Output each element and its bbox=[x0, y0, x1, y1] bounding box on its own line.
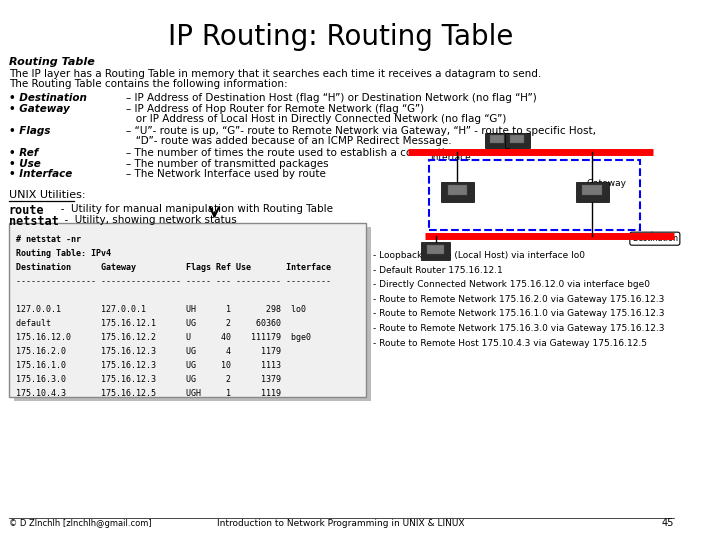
Text: ---------------- ---------------- ----- --- --------- ---------: ---------------- ---------------- ----- … bbox=[16, 277, 330, 286]
FancyBboxPatch shape bbox=[14, 227, 371, 401]
Text: The IP layer has a Routing Table in memory that it searches each time it receive: The IP layer has a Routing Table in memo… bbox=[9, 69, 541, 79]
FancyBboxPatch shape bbox=[505, 133, 530, 148]
Text: 175.16.12.0      175.16.12.2      U      40    111179  bge0: 175.16.12.0 175.16.12.2 U 40 111179 bge0 bbox=[16, 333, 310, 342]
Text: Routing Table: Routing Table bbox=[9, 57, 94, 67]
Text: The Routing Table contains the following information:: The Routing Table contains the following… bbox=[9, 79, 287, 90]
FancyBboxPatch shape bbox=[441, 181, 474, 201]
Text: - Default Router 175.16.12.1: - Default Router 175.16.12.1 bbox=[373, 266, 503, 275]
Text: - Loopback Route (Local Host) via interface lo0: - Loopback Route (Local Host) via interf… bbox=[373, 251, 585, 260]
Text: Introduction to Network Programming in UNIX & LINUX: Introduction to Network Programming in U… bbox=[217, 519, 464, 528]
Text: 175.16.2.0       175.16.12.3      UG      4      1179: 175.16.2.0 175.16.12.3 UG 4 1179 bbox=[16, 347, 281, 356]
Text: 127.0.0.1        127.0.0.1        UH      1       298  lo0: 127.0.0.1 127.0.0.1 UH 1 298 lo0 bbox=[16, 305, 306, 314]
Text: route: route bbox=[9, 204, 45, 217]
Text: – IP Address of Destination Host (flag “H”) or Destination Network (no flag “H”): – IP Address of Destination Host (flag “… bbox=[126, 93, 536, 103]
FancyBboxPatch shape bbox=[582, 185, 602, 194]
Text: 175.10.4.3       175.16.12.5      UGH     1      1119: 175.10.4.3 175.16.12.5 UGH 1 1119 bbox=[16, 389, 281, 399]
Text: – IP Address of Hop Router for Remote Network (flag “G”): – IP Address of Hop Router for Remote Ne… bbox=[126, 104, 424, 114]
Text: © D Zlnchlh [zlnchlh@gmail.com]: © D Zlnchlh [zlnchlh@gmail.com] bbox=[9, 519, 151, 528]
FancyBboxPatch shape bbox=[9, 223, 366, 397]
Text: IP Routing: Routing Table: IP Routing: Routing Table bbox=[168, 23, 513, 51]
Text: – “U”- route is up, “G”- route to Remote Network via Gateway, “H” - route to spe: – “U”- route is up, “G”- route to Remote… bbox=[126, 126, 596, 136]
Text: # netstat -nr: # netstat -nr bbox=[16, 235, 81, 244]
Text: – The number of times the route used to establish a connection.: – The number of times the route used to … bbox=[126, 148, 461, 159]
Text: – The number of transmitted packages: – The number of transmitted packages bbox=[126, 159, 328, 169]
FancyBboxPatch shape bbox=[448, 185, 467, 194]
Text: or IP Address of Local Host in Directly Connected Network (no flag “G”): or IP Address of Local Host in Directly … bbox=[126, 114, 506, 125]
Text: - Route to Remote Network 175.16.1.0 via Gateway 175.16.12.3: - Route to Remote Network 175.16.1.0 via… bbox=[373, 309, 665, 319]
Text: Routing Table: IPv4: Routing Table: IPv4 bbox=[16, 249, 111, 258]
Text: -  Utility, showing network status: - Utility, showing network status bbox=[58, 215, 237, 226]
FancyBboxPatch shape bbox=[490, 135, 504, 143]
Text: netstat: netstat bbox=[9, 215, 59, 228]
FancyBboxPatch shape bbox=[510, 135, 524, 143]
Text: Host: Host bbox=[443, 191, 463, 200]
Text: Destination      Gateway          Flags Ref Use       Interface: Destination Gateway Flags Ref Use Interf… bbox=[16, 263, 330, 272]
Text: Interface: Interface bbox=[431, 153, 471, 162]
Text: -  Utility for manual manipulation with Routing Table: - Utility for manual manipulation with R… bbox=[51, 204, 333, 214]
Text: 175.16.1.0       175.16.12.3      UG     10      1113: 175.16.1.0 175.16.12.3 UG 10 1113 bbox=[16, 361, 281, 370]
FancyBboxPatch shape bbox=[576, 181, 608, 201]
Text: UNIX Utilities:: UNIX Utilities: bbox=[9, 190, 86, 200]
Text: • Flags: • Flags bbox=[9, 126, 50, 136]
Text: 45: 45 bbox=[662, 518, 674, 528]
Text: 175.16.3.0       175.16.12.3      UG      2      1379: 175.16.3.0 175.16.12.3 UG 2 1379 bbox=[16, 375, 281, 384]
Text: Destination: Destination bbox=[632, 234, 678, 243]
Text: “D”- route was added because of an ICMP Redirect Message.: “D”- route was added because of an ICMP … bbox=[126, 136, 451, 146]
Text: • Gateway: • Gateway bbox=[9, 104, 70, 114]
Text: Gateway: Gateway bbox=[587, 179, 627, 188]
Text: - Route to Remote Network 175.16.3.0 via Gateway 175.16.12.3: - Route to Remote Network 175.16.3.0 via… bbox=[373, 324, 665, 333]
Text: • Ref: • Ref bbox=[9, 148, 38, 159]
FancyBboxPatch shape bbox=[485, 133, 509, 148]
FancyBboxPatch shape bbox=[427, 245, 444, 254]
Text: - Directly Connected Network 175.16.12.0 via interface bge0: - Directly Connected Network 175.16.12.0… bbox=[373, 280, 650, 289]
Text: • Interface: • Interface bbox=[9, 169, 72, 179]
Text: default          175.16.12.1      UG      2     60360: default 175.16.12.1 UG 2 60360 bbox=[16, 319, 281, 328]
FancyBboxPatch shape bbox=[421, 242, 450, 260]
Text: – The Network Interface used by route: – The Network Interface used by route bbox=[126, 169, 326, 179]
Text: - Route to Remote Network 175.16.2.0 via Gateway 175.16.12.3: - Route to Remote Network 175.16.2.0 via… bbox=[373, 295, 665, 304]
Text: - Route to Remote Host 175.10.4.3 via Gateway 175.16.12.5: - Route to Remote Host 175.10.4.3 via Ga… bbox=[373, 339, 647, 348]
Text: • Use: • Use bbox=[9, 159, 40, 169]
Text: • Destination: • Destination bbox=[9, 93, 86, 103]
